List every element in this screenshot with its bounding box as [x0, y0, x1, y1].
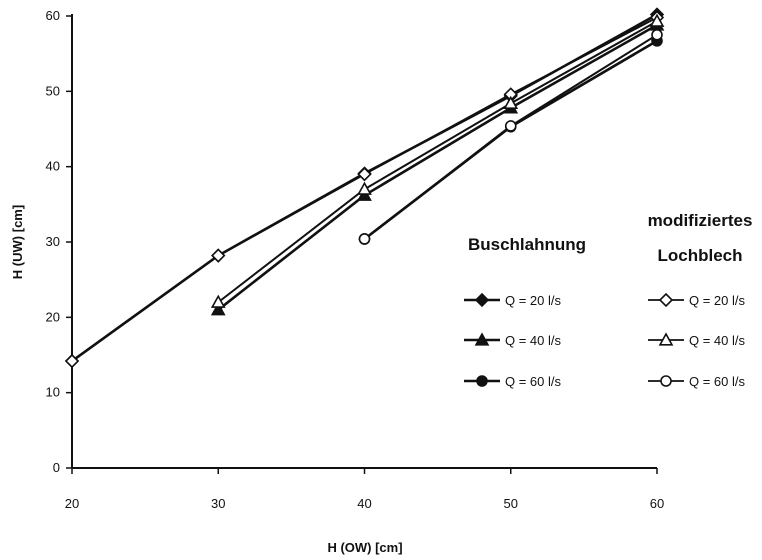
- y-tick-label: 50: [46, 83, 60, 98]
- legend-marker: [658, 332, 674, 346]
- x-tick-label: 20: [65, 496, 79, 511]
- legend-label: Q = 20 l/s: [689, 293, 745, 308]
- series-lochblech-circle: [358, 29, 663, 245]
- legend-entry: Q = 20 l/s: [648, 292, 745, 308]
- series-lochblech-triangle: [210, 13, 665, 308]
- series-layer: [64, 7, 665, 369]
- legend-marker: [658, 292, 674, 308]
- data-point: [649, 13, 665, 27]
- x-tick-label: 40: [357, 496, 371, 511]
- legend-entry: Q = 40 l/s: [464, 332, 561, 348]
- legend: Buschlahnung modifiziertes Lochblech Q =…: [464, 211, 752, 389]
- legend-entry: Q = 20 l/s: [464, 292, 561, 308]
- series-lochblech-diamond: [64, 10, 665, 369]
- data-point: [357, 167, 372, 182]
- x-ticks: 20 30 40 50 60: [65, 468, 664, 511]
- legend-label: Q = 40 l/s: [689, 333, 745, 348]
- legend-title-buschlahnung: Buschlahnung: [468, 235, 586, 254]
- legend-entry: Q = 60 l/s: [464, 374, 561, 389]
- data-point: [210, 302, 226, 316]
- x-tick-label: 30: [211, 496, 225, 511]
- series-line: [363, 39, 658, 241]
- legend-marker: [660, 375, 672, 387]
- y-tick-label: 60: [46, 8, 60, 23]
- data-point: [357, 181, 372, 195]
- y-tick-label: 40: [46, 159, 60, 174]
- data-point: [64, 353, 80, 369]
- data-point: [504, 120, 517, 132]
- legend-title-modifiziertes: modifiziertes: [648, 211, 753, 230]
- series-line: [217, 20, 658, 304]
- legend-label: Q = 20 l/s: [505, 293, 561, 308]
- y-ticks: 0 10 20 30 40 50 60: [46, 8, 72, 475]
- y-tick-label: 0: [53, 460, 60, 475]
- legend-title-lochblech: Lochblech: [657, 246, 742, 265]
- legend-label: Q = 40 l/s: [505, 333, 561, 348]
- series-buschlahnung-circle: [358, 35, 663, 245]
- legend-marker: [474, 332, 490, 346]
- series-line: [217, 23, 658, 311]
- legend-entry: Q = 60 l/s: [648, 374, 745, 389]
- data-point: [503, 95, 519, 109]
- series-buschlahnung-triangle: [210, 17, 665, 316]
- data-point: [651, 29, 663, 41]
- x-axis-title: H (OW) [cm]: [327, 540, 402, 555]
- legend-entry: Q = 40 l/s: [648, 332, 745, 348]
- x-tick-label: 60: [650, 496, 664, 511]
- y-tick-label: 20: [46, 309, 60, 324]
- x-tick-label: 50: [504, 496, 518, 511]
- legend-label: Q = 60 l/s: [689, 374, 745, 389]
- legend-marker: [474, 292, 490, 308]
- data-point: [358, 233, 371, 245]
- y-tick-label: 10: [46, 385, 60, 400]
- data-point: [210, 294, 226, 308]
- legend-label: Q = 60 l/s: [505, 374, 561, 389]
- legend-marker: [476, 375, 488, 387]
- legend-entries: Q = 20 l/s Q = 40 l/s Q = 60 l/s Q = 20 l/s…: [464, 292, 745, 389]
- y-axis-title: H (UW) [cm]: [10, 205, 25, 279]
- y-tick-label: 30: [46, 234, 60, 249]
- data-point: [211, 248, 226, 263]
